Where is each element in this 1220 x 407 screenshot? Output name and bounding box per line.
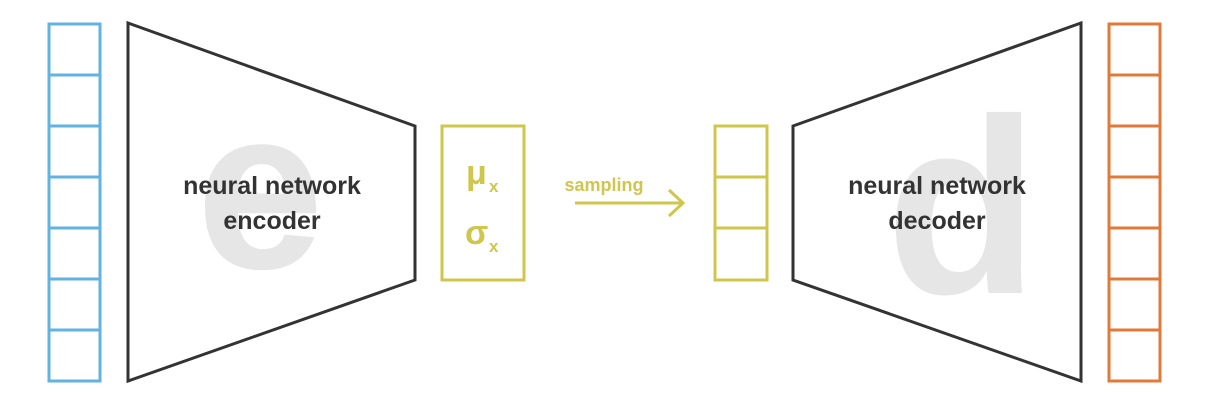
output-vector: [1107, 22, 1162, 383]
input-vector: [47, 22, 102, 383]
decoder-label-line2: decoder: [888, 207, 986, 235]
decoder-block: d neural network decoder: [791, 20, 1083, 384]
encoder-trapezoid: [126, 20, 417, 384]
encoder-label-line2: encoder: [223, 207, 321, 235]
latent-vector: [713, 124, 769, 282]
sigma-symbol: σ: [465, 214, 488, 252]
sigma-subscript: x: [489, 237, 499, 256]
decoder-trapezoid: [791, 20, 1083, 384]
latent-params-box: μ x σ x: [440, 124, 526, 282]
encoder-watermark-letter: e: [196, 60, 324, 317]
mu-symbol: μ: [466, 154, 487, 192]
mu-subscript: x: [489, 177, 499, 196]
sampling-arrow: sampling: [564, 175, 686, 218]
decoder-watermark-letter: d: [886, 67, 1039, 346]
decoder-label-line1: neural network: [848, 172, 1026, 200]
sampling-label: sampling: [564, 175, 643, 195]
encoder-block: e neural network encoder: [126, 20, 417, 384]
sampling-arrowhead: [667, 188, 686, 218]
output-vector-outline: [1107, 22, 1162, 383]
input-vector-outline: [47, 22, 102, 383]
encoder-label-line1: neural network: [183, 172, 361, 200]
latent-params-outline: [440, 124, 526, 282]
latent-vector-outline: [713, 124, 769, 282]
